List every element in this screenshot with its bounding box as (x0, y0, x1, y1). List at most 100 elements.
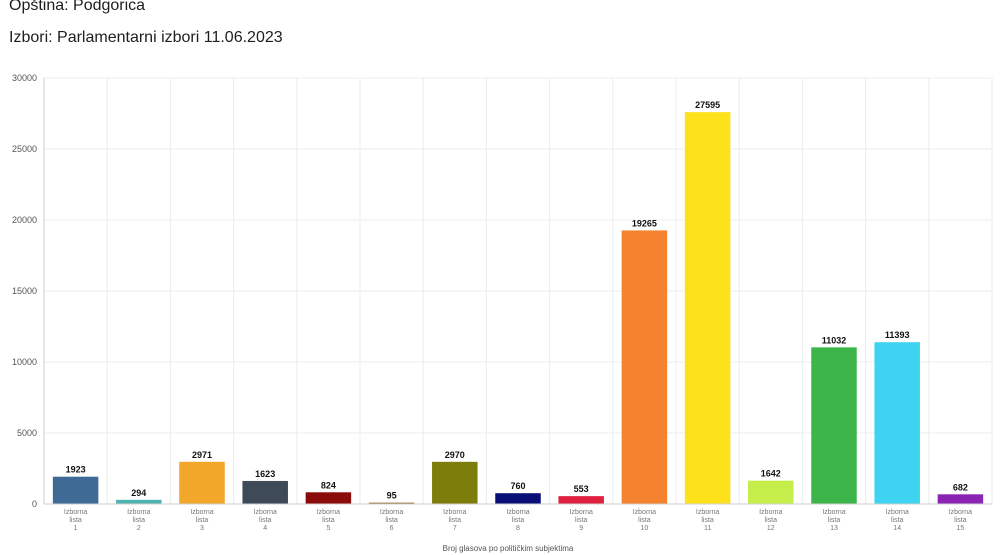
x-tick-label-line: 1 (74, 525, 78, 532)
bar-izborna-lista-8[interactable] (495, 493, 541, 504)
x-tick-label-line: Izborna (254, 509, 277, 516)
x-tick-label-line: lista (891, 517, 904, 524)
x-tick-label-line: 15 (957, 525, 965, 532)
x-tick-label-line: lista (828, 517, 841, 524)
y-tick-label: 5000 (17, 428, 37, 438)
x-tick-label: Izborna lista 15 (949, 509, 972, 532)
data-label: 95 (387, 491, 397, 501)
x-tick-label-line: 3 (200, 525, 204, 532)
x-tick-label-line: Izborna (886, 509, 909, 516)
bar-izborna-lista-10[interactable] (621, 230, 668, 504)
x-tick-label: Izborna lista 6 (380, 509, 403, 532)
bar-izborna-lista-5[interactable] (305, 492, 352, 504)
x-tick-label-line: Izborna (443, 509, 466, 516)
x-tick-label-line: 9 (579, 525, 583, 532)
data-label: 1923 (66, 465, 86, 475)
x-tick-label: Izborna lista 13 (822, 509, 845, 532)
x-tick-label-line: lista (385, 517, 398, 524)
data-label: 11393 (885, 330, 910, 340)
x-tick-label-line: lista (133, 517, 146, 524)
x-tick-label-line: 4 (263, 525, 267, 532)
x-tick-label-line: Izborna (190, 509, 213, 516)
x-tick-label-line: lista (69, 517, 82, 524)
y-tick-label: 10000 (12, 357, 37, 367)
x-tick-label-line: lista (701, 517, 714, 524)
data-label: 824 (321, 480, 336, 490)
data-label: 1642 (761, 469, 781, 479)
data-label: 11032 (822, 335, 847, 345)
data-label: 553 (574, 484, 589, 494)
x-tick-label-line: Izborna (380, 509, 403, 516)
data-label: 19265 (632, 218, 657, 228)
data-label: 1623 (255, 469, 275, 479)
x-tick-label-line: Izborna (64, 509, 87, 516)
x-tick-label-line: lista (512, 517, 525, 524)
bar-izborna-lista-3[interactable] (179, 461, 225, 504)
x-tick-label-line: 6 (390, 525, 394, 532)
x-tick-label-line: Izborna (633, 509, 656, 516)
bar-izborna-lista-4[interactable] (242, 480, 288, 504)
y-tick-label: 25000 (12, 144, 37, 154)
y-tick-label: 30000 (12, 73, 37, 83)
x-tick-label-line: lista (575, 517, 588, 524)
x-tick-label: Izborna lista 1 (64, 509, 87, 532)
x-tick-label-line: 14 (893, 525, 901, 532)
x-tick-label: Izborna lista 14 (886, 509, 909, 532)
x-tick-label-line: 7 (453, 525, 457, 532)
bar-izborna-lista-7[interactable] (432, 461, 478, 504)
x-tick-label-line: lista (196, 517, 209, 524)
bars (52, 112, 984, 504)
data-labels: 1923 294 2971 1623 824 95 2970 760 553 19265 27595… (66, 100, 968, 501)
gridlines (44, 77, 992, 504)
y-axis-ticks: 0 5000 10000 15000 20000 25000 30000 (12, 73, 37, 509)
y-tick-label: 20000 (12, 215, 37, 225)
bar-izborna-lista-1[interactable] (52, 476, 99, 504)
bar-izborna-lista-9[interactable] (558, 496, 604, 504)
x-tick-label-line: Izborna (822, 509, 845, 516)
x-tick-label-line: 5 (326, 525, 330, 532)
x-tick-label-line: lista (765, 517, 778, 524)
bar-izborna-lista-15[interactable] (937, 494, 984, 504)
x-tick-label-line: 11 (704, 525, 711, 532)
x-tick-label-line: Izborna (570, 509, 593, 516)
x-tick-label: Izborna lista 7 (443, 509, 466, 532)
x-tick-label: Izborna lista 12 (759, 509, 782, 532)
x-axis-title: Broj glasova po političkim subjektima (443, 544, 574, 553)
x-tick-label: Izborna lista 5 (317, 509, 340, 532)
x-tick-label-line: Izborna (696, 509, 719, 516)
x-tick-label-line: 12 (767, 525, 775, 532)
x-tick-label-line: 8 (516, 525, 520, 532)
bar-izborna-lista-6[interactable] (368, 502, 415, 504)
x-tick-label: Izborna lista 10 (633, 509, 656, 532)
x-tick-label-line: 13 (830, 525, 838, 532)
bar-izborna-lista-13[interactable] (811, 347, 857, 504)
election-label: Izbori: Parlamentarni izbori 11.06.2023 (9, 29, 283, 46)
data-label: 294 (131, 488, 146, 498)
x-tick-label-line: Izborna (127, 509, 150, 516)
x-tick-label: Izborna lista 9 (570, 509, 593, 532)
x-tick-label-line: lista (259, 517, 272, 524)
x-tick-label-line: 10 (641, 525, 649, 532)
data-label: 2970 (445, 450, 465, 460)
bar-izborna-lista-11[interactable] (684, 112, 731, 504)
bar-izborna-lista-14[interactable] (874, 342, 920, 504)
x-tick-label: Izborna lista 11 (696, 509, 719, 532)
data-label: 760 (510, 481, 525, 491)
y-tick-label: 0 (32, 499, 37, 509)
x-tick-label-line: 2 (137, 525, 141, 532)
x-tick-label: Izborna lista 2 (127, 509, 150, 532)
y-tick-label: 15000 (12, 286, 37, 296)
x-tick-label-line: Izborna (759, 509, 782, 516)
bar-izborna-lista-2[interactable] (116, 499, 162, 504)
municipality-label: Opština: Podgorica (9, 0, 146, 14)
bar-izborna-lista-12[interactable] (748, 480, 794, 504)
data-label: 682 (953, 482, 968, 492)
x-tick-label-line: Izborna (949, 509, 972, 516)
x-tick-label: Izborna lista 8 (506, 509, 529, 532)
x-tick-label-line: lista (322, 517, 335, 524)
x-tick-label-line: lista (954, 517, 967, 524)
data-label: 27595 (695, 100, 720, 110)
data-label: 2971 (192, 450, 212, 460)
